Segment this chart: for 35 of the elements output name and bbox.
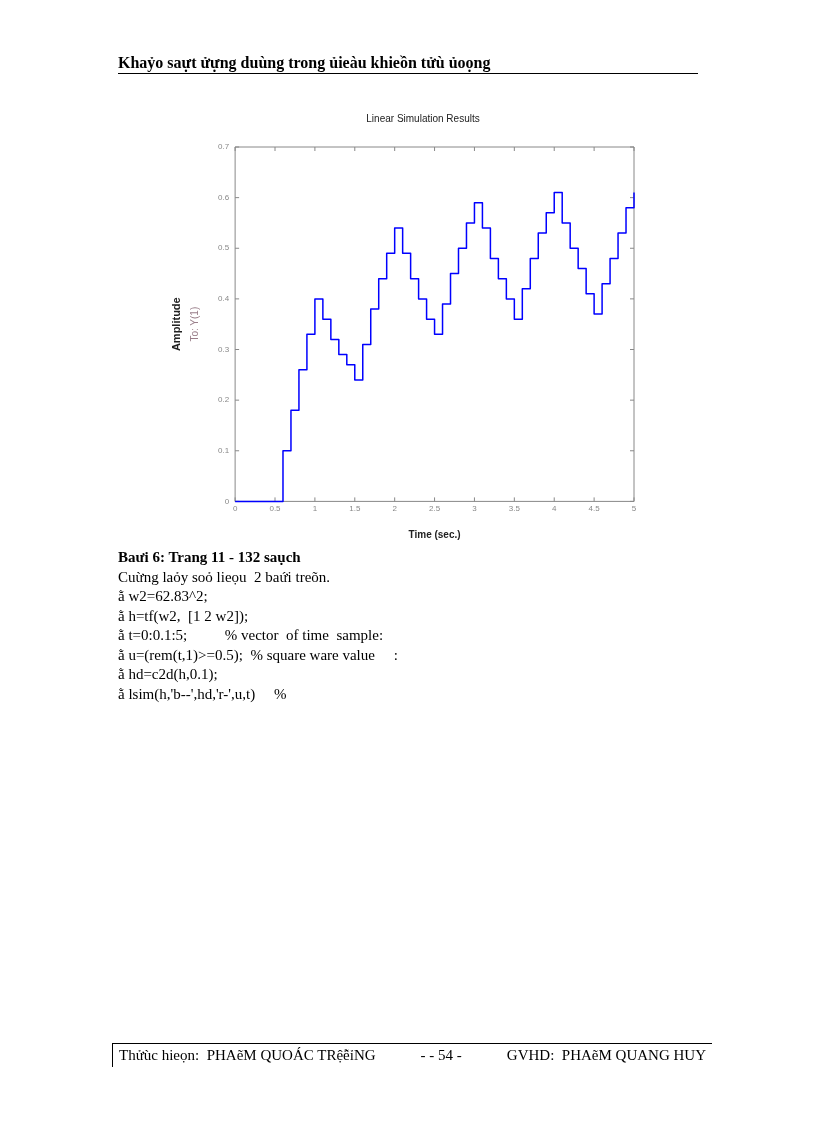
- x-tick-label: 2.5: [429, 504, 441, 514]
- y-axis-title: Amplitude: [170, 297, 183, 352]
- text: ằ t=0:0.1:5; % vector of time sample:: [118, 626, 385, 645]
- x-tick-label: 4.5: [588, 504, 601, 514]
- x-axis-title: Time (sec.): [408, 528, 461, 540]
- y-tick-label: 0.7: [218, 142, 230, 152]
- x-tick-label: 2: [392, 504, 398, 514]
- text: To: Y(1): [188, 306, 200, 342]
- text: GVHD: PHAẽM QUANG HUY: [506, 1047, 706, 1064]
- text: ằ u=(rem(t,1)>=0.5); % square ware value :: [118, 645, 398, 665]
- text: ằ hd=c2d(h,0.1);: [118, 665, 219, 684]
- text: Cuừng laỏy soỏ lieọu 2 baứi treõn.: [118, 567, 332, 587]
- x-tick-label: 0: [232, 504, 238, 514]
- x-tick-label: 3.5: [508, 504, 521, 514]
- y-tick-label: 0.4: [218, 294, 230, 304]
- text: Khaỷo saựt ửựng duùng trong ủieàu khieồn tửù ủoọng: [118, 54, 698, 74]
- x-tick-label: 4: [552, 504, 557, 514]
- text: ằ w2=62.83^2;: [118, 587, 209, 606]
- y-tick-label: 0: [224, 496, 230, 506]
- text: - - 54 -: [420, 1047, 462, 1064]
- text: Thửùc hieọn: PHAẽM QUOÁC TRệễỉNG: [119, 1047, 376, 1064]
- y-tick-label: 0.6: [218, 192, 230, 202]
- x-tick-label: 5: [631, 504, 637, 514]
- text: Baưi 6: Trang 11 - 132 saụch: [118, 548, 302, 567]
- x-tick-label: 1: [312, 504, 318, 514]
- y-tick-label: 0.2: [218, 395, 230, 405]
- y-tick-label: 0.5: [218, 243, 230, 253]
- y-tick-label: 0.1: [218, 445, 230, 455]
- text: ằ lsim(h,'b--',hd,'r-',u,t) %: [118, 684, 288, 704]
- x-tick-label: 0.5: [269, 504, 282, 514]
- text: ằ h=tf(w2, [1 2 w2]);: [118, 606, 250, 626]
- chart-title: Linear Simulation Results: [366, 112, 480, 124]
- y-tick-label: 0.3: [218, 344, 230, 354]
- x-tick-label: 3: [472, 504, 478, 514]
- x-tick-label: 1.5: [349, 504, 361, 514]
